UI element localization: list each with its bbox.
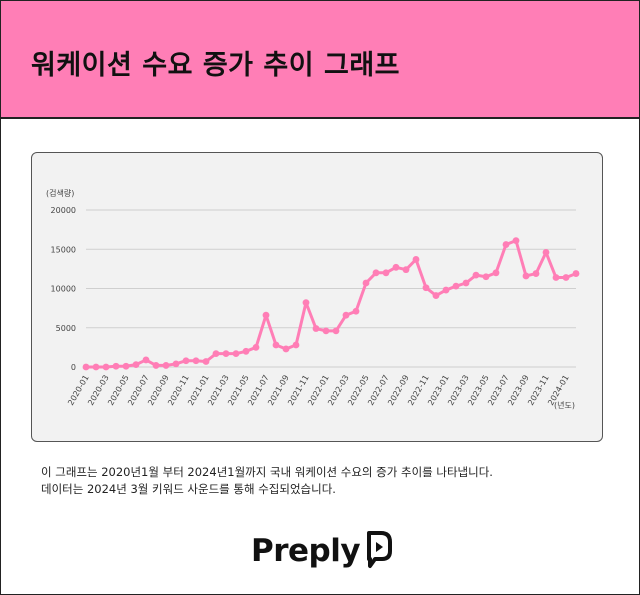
data-point [562,274,570,281]
data-point [332,327,340,335]
data-point [512,237,520,245]
data-point [162,362,170,369]
data-point [462,279,470,287]
y-axis-label: (검색량) [46,188,74,198]
data-point [132,361,140,369]
data-point [152,362,160,369]
data-point [392,263,400,271]
data-point [292,341,300,349]
data-point [112,362,120,370]
data-point [402,266,410,274]
line-chart: 0 5000 10000 15000 20000 2020-012020-032020-… [46,188,580,410]
data-point [492,269,500,277]
y-tick-label: 15000 [51,245,76,254]
data-point [182,357,190,365]
data-point [82,363,90,371]
data-point [222,350,230,358]
data-point [372,269,380,277]
y-tick-label: 5000 [56,324,76,333]
preply-bubble-icon [364,529,394,573]
chart-caption: 이 그래프는 2020년1월 부터 2024년1월까지 국내 워케이션 수요의 … [41,464,493,498]
x-axis-label: (년도) [554,400,575,410]
title-banner: 워케이션 수요 증가 추이 그래프 [1,1,639,119]
data-point [362,279,370,287]
data-point [342,311,350,319]
data-point [472,271,480,279]
data-point [262,311,270,319]
data-point [312,325,320,332]
data-point [412,256,420,263]
data-point [442,286,450,294]
data-point [382,269,390,277]
data-point [572,270,580,277]
data-point [352,307,360,315]
brand-logo: Preply [251,525,394,577]
x-tick-labels: 2020-012020-032020-052020-072020-092020-… [66,374,571,407]
data-point [122,362,130,370]
data-point [192,357,200,365]
caption-line-1: 이 그래프는 2020년1월 부터 2024년1월까지 국내 워케이션 수요의 … [41,465,493,479]
y-tick-labels: 0 5000 10000 15000 20000 [51,206,76,372]
data-point [212,350,220,358]
data-point [302,299,310,307]
data-point [232,350,240,358]
data-point [432,292,440,299]
data-point [522,272,530,280]
data-point [102,363,110,371]
data-point [92,363,100,371]
data-point [142,356,150,364]
chart-card: 0 5000 10000 15000 20000 2020-01 2020-03 2020-… [31,152,603,442]
data-point [502,241,510,248]
data-point [422,284,430,292]
data-point [542,248,550,256]
data-point [252,343,260,351]
data-point [552,274,560,281]
caption-line-2: 데이터는 2024년 3월 키워드 사운드를 통해 수집되었습니다. [41,482,336,496]
data-point [282,345,290,353]
grid-lines [86,209,576,368]
series-line [84,239,578,369]
data-point [272,341,280,349]
data-point [532,270,540,277]
data-point [242,347,250,355]
y-tick-label: 20000 [51,206,76,215]
data-point [452,282,460,290]
data-points [82,237,580,371]
data-point [172,360,180,368]
logo-wordmark: Preply [251,533,361,569]
data-point [322,327,330,335]
data-point [202,358,210,365]
data-point [482,273,490,281]
y-tick-label: 10000 [51,285,76,294]
y-tick-label: 0 [71,363,76,372]
page-title: 워케이션 수요 증가 추이 그래프 [31,50,401,81]
